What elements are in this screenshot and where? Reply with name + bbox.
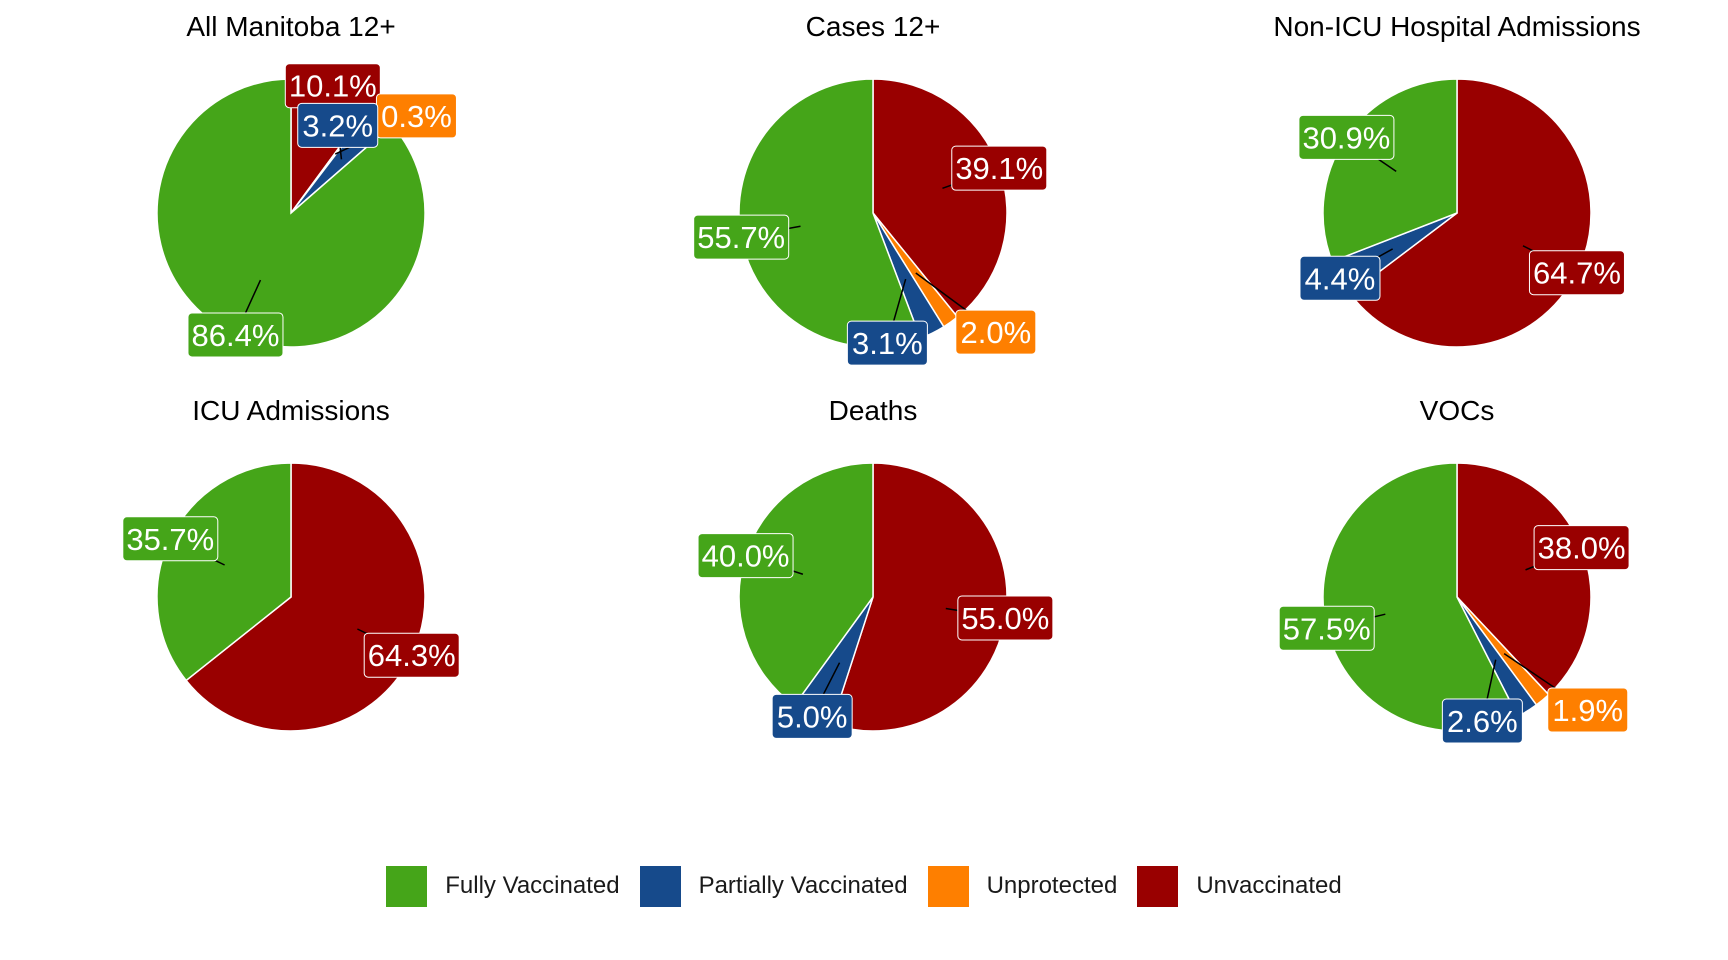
legend-item-fully-vaccinated: Fully Vaccinated	[386, 865, 620, 907]
data-label: 4.4%	[1305, 261, 1376, 296]
data-label: 86.4%	[192, 318, 280, 353]
data-label: 55.7%	[697, 220, 785, 255]
data-label: 40.0%	[702, 539, 790, 574]
data-label-box	[951, 145, 1048, 191]
data-label: 30.9%	[1302, 120, 1390, 155]
data-label: 3.1%	[852, 326, 923, 361]
data-label: 3.2%	[302, 108, 373, 143]
legend-swatch-fully-vaccinated	[386, 865, 428, 907]
legend-item-partially-vaccinated: Partially Vaccinated	[639, 865, 908, 907]
pie-panel-vocs: VOCs 38.0% 1.9% 2.6% 57.5%	[1278, 395, 1630, 744]
pie-panel-icu-admissions: ICU Admissions 64.3% 35.7%	[122, 395, 460, 732]
panel-title: ICU Admissions	[192, 395, 390, 426]
data-label: 55.0%	[961, 601, 1049, 636]
data-label: 64.3%	[368, 638, 456, 673]
data-label-box	[957, 595, 1054, 641]
legend-swatch-unprotected	[927, 865, 969, 907]
panel-title: Deaths	[829, 395, 918, 426]
data-label-box	[1441, 698, 1523, 744]
data-label: 35.7%	[126, 522, 214, 557]
data-label: 2.6%	[1447, 704, 1518, 739]
pie-panel-deaths: Deaths 55.0% 5.0% 40.0%	[697, 395, 1054, 739]
legend-item-unprotected: Unprotected	[927, 865, 1118, 907]
pie-panel-cases-12-: Cases 12+ 39.1% 2.0% 3.1% 55.7%	[693, 11, 1048, 366]
data-label-box	[955, 309, 1037, 355]
legend: Fully Vaccinated Partially Vaccinated Un…	[0, 862, 1728, 910]
data-label: 2.0%	[960, 315, 1031, 350]
pie-panel-non-icu-hospital-admissions: Non-ICU Hospital Admissions 64.7% 4.4% 30.9…	[1273, 11, 1641, 348]
legend-label: Partially Vaccinated	[698, 872, 908, 899]
data-label: 0.3%	[381, 99, 452, 134]
data-label-box	[363, 632, 460, 678]
data-label-box	[1547, 687, 1629, 733]
legend-swatch-partially-vaccinated	[639, 865, 681, 907]
panel-title: Cases 12+	[806, 11, 941, 42]
data-label-box	[1299, 255, 1381, 301]
panel-title: VOCs	[1420, 395, 1495, 426]
data-label-box	[122, 516, 219, 562]
data-label: 5.0%	[777, 699, 848, 734]
data-label-box	[1278, 605, 1375, 651]
data-label-box	[771, 693, 853, 739]
legend-item-unvaccinated: Unvaccinated	[1137, 865, 1342, 907]
data-label-box	[846, 320, 928, 366]
data-label-box	[187, 312, 284, 358]
legend-label: Fully Vaccinated	[445, 872, 620, 899]
data-label: 39.1%	[955, 151, 1043, 186]
data-label: 64.7%	[1533, 256, 1621, 291]
legend-label: Unvaccinated	[1196, 872, 1342, 899]
data-label: 57.5%	[1283, 611, 1371, 646]
panel-title: All Manitoba 12+	[186, 11, 395, 42]
data-label: 10.1%	[289, 69, 377, 104]
data-label: 38.0%	[1538, 531, 1626, 566]
legend-label: Unprotected	[986, 872, 1118, 899]
data-label-box	[1533, 525, 1630, 571]
panel-title: Non-ICU Hospital Admissions	[1273, 11, 1640, 42]
data-label-box	[693, 214, 790, 260]
data-label-box	[297, 102, 379, 148]
legend-swatch-unvaccinated	[1137, 865, 1179, 907]
data-label-box	[697, 533, 794, 579]
data-label-box	[1528, 250, 1625, 296]
data-label-box	[1298, 114, 1395, 160]
data-label: 1.9%	[1552, 693, 1623, 728]
pie-panel-all-manitoba-12-: All Manitoba 12+ 10.1%0.3%3.2% 86.4%	[156, 11, 457, 358]
